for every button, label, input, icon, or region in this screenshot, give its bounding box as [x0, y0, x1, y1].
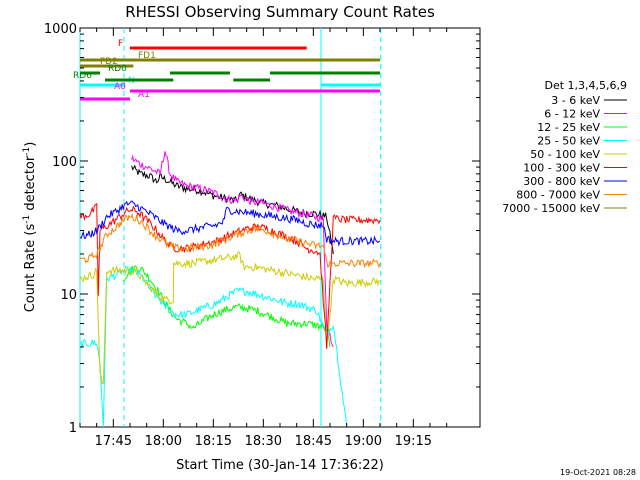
y-tick-label: 100 — [52, 155, 77, 170]
legend-entry: 50 - 100 keV — [530, 148, 600, 161]
flag-label: A1 — [138, 90, 150, 100]
legend-entry: 100 - 300 keV — [523, 162, 600, 175]
x-axis-label: Start Time (30-Jan-14 17:36:22) — [176, 458, 384, 473]
x-tick-label: 18:45 — [295, 434, 332, 449]
chart-title: RHESSI Observing Summary Count Rates — [125, 3, 435, 21]
y-tick-label: 1000 — [44, 22, 77, 37]
series-line — [123, 265, 331, 347]
y-tick-label: 1 — [69, 421, 77, 436]
series-line — [131, 151, 334, 348]
series-line — [79, 200, 381, 247]
legend-entry: 7000 - 15000 keV — [502, 202, 600, 215]
flag-label: FD1 — [138, 51, 156, 61]
x-tick-label: 19:15 — [395, 434, 432, 449]
y-axis-label-part: Count Rate (s — [23, 224, 38, 313]
legend-entry: 12 - 25 keV — [537, 121, 600, 134]
legend-entry: 300 - 800 keV — [523, 175, 600, 188]
series-line — [79, 251, 381, 384]
flag-label: F — [118, 39, 123, 49]
series-line — [79, 213, 381, 269]
y-axis-label-part: detector — [23, 155, 38, 215]
x-tick-label: 18:15 — [195, 434, 232, 449]
axis-ticks: 17:45 18:00 18:15 18:30 18:45 19:00 19:15 1 10 10… — [44, 22, 481, 449]
flag-label: FD2 — [100, 57, 118, 67]
legend-entry: 800 - 7000 keV — [516, 189, 600, 202]
footer-timestamp: 19-Oct-2021 08:28 — [560, 468, 636, 477]
x-tick-label: 19:00 — [345, 434, 382, 449]
y-tick-label: 10 — [60, 288, 77, 303]
x-tick-label: 18:30 — [245, 434, 282, 449]
x-tick-label: 18:00 — [145, 434, 182, 449]
series-lines — [79, 151, 381, 428]
y-axis-label: Count Rate (s-1 detector-1) — [22, 142, 38, 313]
saa-lines — [79, 28, 382, 427]
legend-entry: 25 - 50 keV — [537, 135, 600, 148]
y-axis-label-part: ) — [23, 142, 38, 147]
flag-label: RD6 — [73, 71, 92, 81]
x-tick-label: 17:45 — [95, 434, 132, 449]
legend-title: Det 1,3,4,5,6,9 — [544, 79, 627, 92]
flag-label: RD0 — [108, 64, 127, 74]
legend-entry: 6 - 12 keV — [544, 108, 600, 121]
legend-entry: 3 - 6 keV — [551, 94, 600, 107]
y-axis-label-sup: -1 — [22, 147, 32, 156]
series-line — [79, 202, 381, 349]
y-axis-label-sup: -1 — [22, 215, 32, 224]
flag-label: A0 — [114, 82, 126, 92]
flag-bars: NFFD1FD2RD0RD6A0A1 — [73, 39, 380, 101]
